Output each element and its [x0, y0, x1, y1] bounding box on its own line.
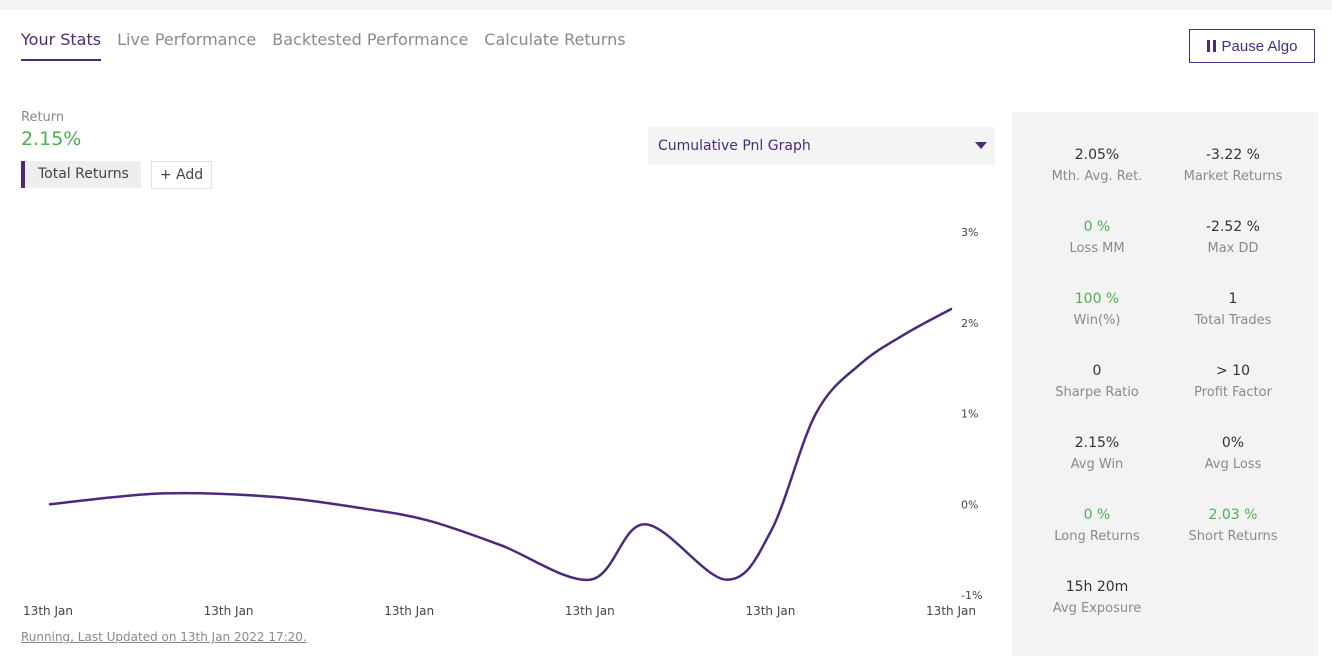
- series-chip-total-returns[interactable]: Total Returns: [21, 161, 141, 188]
- stat-max-dd: -2.52 % Max DD: [1158, 219, 1308, 256]
- stat-profit-factor: > 10 Profit Factor: [1158, 363, 1308, 400]
- stat-label: Avg Exposure: [1052, 601, 1142, 616]
- stat-label: Max DD: [1207, 241, 1259, 256]
- stat-label: Avg Win: [1070, 457, 1124, 472]
- x-axis-ticks: 13th Jan 13th Jan 13th Jan 13th Jan 13th Jan…: [23, 604, 976, 618]
- stat-value: 15h 20m: [1065, 579, 1129, 595]
- tab-your-stats[interactable]: Your Stats: [21, 30, 102, 61]
- stat-win-pct: 100 % Win(%): [1022, 291, 1172, 328]
- y-tick-label: 0%: [961, 498, 978, 511]
- stat-value: 0%: [1221, 435, 1245, 451]
- return-label: Return: [21, 110, 65, 125]
- x-tick-label: 13th Jan: [204, 604, 254, 618]
- series-line-total-returns: [48, 307, 953, 582]
- stat-value: -2.52 %: [1206, 219, 1260, 235]
- pause-algo-button[interactable]: Pause Algo: [1189, 29, 1315, 63]
- stat-market-returns: -3.22 % Market Returns: [1158, 147, 1308, 184]
- y-tick-label: 2%: [961, 317, 978, 330]
- stat-label: Loss MM: [1069, 241, 1125, 256]
- stat-label: Long Returns: [1054, 529, 1140, 544]
- stat-label: Profit Factor: [1194, 385, 1272, 400]
- stat-value: 0: [1092, 363, 1102, 379]
- chevron-down-icon: [975, 142, 987, 149]
- stat-value: 2.03 %: [1208, 507, 1258, 523]
- y-tick-label: 3%: [961, 226, 978, 239]
- stat-avg-loss: 0% Avg Loss: [1158, 435, 1308, 472]
- last-updated-link[interactable]: Running, Last Updated on 13th Jan 2022 1…: [21, 630, 307, 644]
- x-tick-label: 13th Jan: [384, 604, 434, 618]
- add-series-button[interactable]: + Add: [151, 161, 212, 189]
- stat-mth-avg-ret: 2.05% Mth. Avg. Ret.: [1022, 147, 1172, 184]
- stats-panel: 2.05% Mth. Avg. Ret. -3.22 % Market Retu…: [1012, 112, 1318, 656]
- stat-label: Win(%): [1073, 313, 1121, 328]
- y-axis-ticks: 3% 2% 1% 0% -1%: [961, 226, 982, 602]
- stat-label: Short Returns: [1188, 529, 1278, 544]
- stat-value: 2.15%: [1074, 435, 1120, 451]
- tab-bar: Your Stats Live Performance Backtested P…: [21, 30, 626, 61]
- stat-sharpe-ratio: 0 Sharpe Ratio: [1022, 363, 1172, 400]
- stat-long-returns: 0 % Long Returns: [1022, 507, 1172, 544]
- stat-label: Market Returns: [1183, 169, 1283, 184]
- stat-short-returns: 2.03 % Short Returns: [1158, 507, 1308, 544]
- y-tick-label: -1%: [961, 589, 982, 602]
- x-tick-label: 13th Jan: [745, 604, 795, 618]
- stat-value: 0 %: [1083, 507, 1111, 523]
- stat-total-trades: 1 Total Trades: [1158, 291, 1308, 328]
- stat-value: > 10: [1216, 363, 1250, 379]
- pnl-chart: 3%2%1%0%-1% 13th Jan 13th Jan 13th Jan 13th…: [23, 226, 982, 618]
- stat-value: 0 %: [1083, 219, 1111, 235]
- tab-live-performance[interactable]: Live Performance: [117, 30, 257, 49]
- y-tick-label: 1%: [961, 408, 978, 421]
- stat-loss-mm: 0 % Loss MM: [1022, 219, 1172, 256]
- tab-calculate-returns[interactable]: Calculate Returns: [484, 30, 626, 49]
- x-tick-label: 13th Jan: [23, 604, 73, 618]
- stat-avg-win: 2.15% Avg Win: [1022, 435, 1172, 472]
- x-tick-label: 13th Jan: [565, 604, 615, 618]
- stat-label: Sharpe Ratio: [1055, 385, 1139, 400]
- pause-icon: [1206, 40, 1216, 52]
- top-strip: [0, 0, 1332, 10]
- stat-value: -3.22 %: [1206, 147, 1260, 163]
- pause-algo-label: Pause Algo: [1221, 37, 1298, 55]
- stat-label: Avg Loss: [1204, 457, 1262, 472]
- stat-label: Total Trades: [1194, 313, 1272, 328]
- x-tick-label: 13th Jan: [926, 604, 976, 618]
- graph-type-value: Cumulative Pnl Graph: [658, 138, 811, 154]
- tab-backtested-performance[interactable]: Backtested Performance: [272, 30, 469, 49]
- return-value: 2.15%: [21, 128, 82, 150]
- stat-value: 1: [1228, 291, 1238, 307]
- stat-value: 2.05%: [1074, 147, 1120, 163]
- stat-label: Mth. Avg. Ret.: [1051, 169, 1143, 184]
- stat-avg-exposure: 15h 20m Avg Exposure: [1022, 579, 1172, 616]
- stat-value: 100 %: [1074, 291, 1120, 307]
- graph-type-select[interactable]: Cumulative Pnl Graph: [648, 127, 995, 165]
